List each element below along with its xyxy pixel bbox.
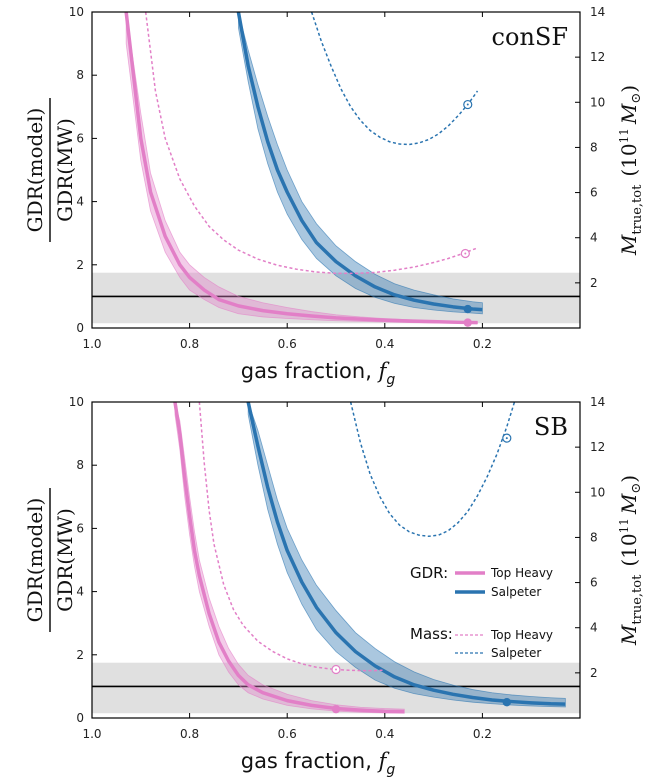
y-tick-label: 4 bbox=[76, 195, 84, 209]
x-tick-label: 0.2 bbox=[473, 337, 492, 351]
marker-gdr-salpeter bbox=[463, 304, 472, 314]
y-axis-label-left: GDR(model) GDR(MW) bbox=[23, 98, 77, 242]
svg-text:GDR(MW): GDR(MW) bbox=[53, 118, 77, 222]
svg-text:Mtrue,tot(1011M⊙): Mtrue,tot(1011M⊙) bbox=[617, 475, 645, 646]
x-axis-label: gas fraction, fg bbox=[241, 749, 396, 777]
y-tick-label-right: 4 bbox=[590, 231, 598, 245]
legend: GDR: Top Heavy Salpeter Mass: Top Heavy … bbox=[410, 564, 553, 660]
panel-label: conSF bbox=[492, 23, 568, 51]
y-tick-label-right: 8 bbox=[590, 530, 598, 544]
panel-conSF: 1.0 0.8 0.6 0.4 0.2 0 2 4 6 8 10 2 4 6 8 10 12 14 conSF g… bbox=[23, 5, 645, 388]
y-tick-label-right: 12 bbox=[590, 440, 605, 454]
plot-frame bbox=[91, 11, 581, 329]
legend-label-gdr-topheavy: Top Heavy bbox=[490, 566, 553, 580]
svg-text:GDR(model): GDR(model) bbox=[23, 108, 47, 233]
y-tick-label-right: 10 bbox=[590, 485, 605, 499]
x-tick-label: 1.0 bbox=[82, 337, 101, 351]
marker-gdr-top-heavy bbox=[331, 704, 341, 714]
x-tick-label: 0.6 bbox=[278, 337, 297, 351]
x-tick-label: 0.2 bbox=[473, 727, 492, 741]
y-tick-label: 0 bbox=[76, 711, 84, 725]
x-tick-label: 1.0 bbox=[82, 727, 101, 741]
y-tick-label: 10 bbox=[69, 395, 84, 409]
y-tick-label-right: 8 bbox=[590, 140, 598, 154]
y-tick-label-right: 12 bbox=[590, 50, 605, 64]
y-tick-label-right: 14 bbox=[590, 5, 605, 19]
series-line-mass-top-heavy bbox=[144, 12, 478, 275]
y-axis-label-left: GDR(model) GDR(MW) bbox=[23, 488, 77, 632]
x-tick-label: 0.8 bbox=[180, 337, 199, 351]
x-tick-label: 0.6 bbox=[278, 727, 297, 741]
svg-text:GDR(model): GDR(model) bbox=[23, 498, 47, 623]
y-tick-label-right: 14 bbox=[590, 395, 605, 409]
y-tick-label-right: 2 bbox=[590, 666, 598, 680]
tick-layer: 1.0 0.8 0.6 0.4 0.2 0 2 4 6 8 10 2 4 6 8 10 12 14 bbox=[69, 5, 606, 351]
x-tick-label: 0.4 bbox=[375, 727, 394, 741]
y-tick-label-right: 6 bbox=[590, 186, 598, 200]
series-line-mass-salpeter bbox=[310, 12, 479, 146]
plot-frame bbox=[91, 401, 581, 719]
marker-dot-mass-top-heavy bbox=[464, 252, 467, 255]
y-tick-label-right: 2 bbox=[590, 276, 598, 290]
y-tick-label: 2 bbox=[76, 648, 84, 662]
marker-dot-mass-salpeter bbox=[505, 437, 508, 440]
svg-text:GDR(MW): GDR(MW) bbox=[53, 508, 77, 612]
y-tick-label: 2 bbox=[76, 258, 84, 272]
svg-text:Mtrue,tot(1011M⊙): Mtrue,tot(1011M⊙) bbox=[617, 85, 645, 256]
panel-label: SB bbox=[534, 413, 568, 441]
y-axis-label-right: Mtrue,tot(1011M⊙) bbox=[617, 85, 645, 256]
y-tick-label: 8 bbox=[76, 458, 84, 472]
y-tick-label-right: 4 bbox=[590, 621, 598, 635]
series-line-mass-top-heavy bbox=[198, 402, 385, 672]
x-tick-label: 0.8 bbox=[180, 727, 199, 741]
uncertainty-band-top-heavy bbox=[174, 402, 405, 714]
legend-label-gdr-salpeter: Salpeter bbox=[491, 585, 541, 599]
y-tick-label: 10 bbox=[69, 5, 84, 19]
y-tick-label: 6 bbox=[76, 521, 84, 535]
marker-dot-mass-top-heavy bbox=[335, 668, 337, 671]
series-line-gdr-salpeter bbox=[236, 12, 483, 312]
x-tick-label: 0.4 bbox=[375, 337, 394, 351]
plot-area bbox=[92, 12, 580, 327]
uncertainty-band-salpeter bbox=[237, 12, 483, 315]
y-tick-label: 0 bbox=[76, 321, 84, 335]
legend-mass-title: Mass: bbox=[410, 625, 453, 643]
panel-SB: 1.0 0.8 0.6 0.4 0.2 0 2 4 6 8 10 2 4 6 8 10 12 14 SB GDR:… bbox=[23, 395, 645, 777]
legend-gdr-title: GDR: bbox=[410, 564, 448, 582]
y-tick-label: 4 bbox=[76, 585, 84, 599]
uncertainty-band-salpeter bbox=[247, 402, 566, 708]
uncertainty-band-top-heavy bbox=[125, 12, 478, 324]
tick-layer: 1.0 0.8 0.6 0.4 0.2 0 2 4 6 8 10 2 4 6 8 10 12 14 bbox=[69, 395, 606, 741]
x-axis-label: gas fraction, fg bbox=[241, 359, 396, 388]
y-tick-label-right: 10 bbox=[590, 95, 605, 109]
y-tick-label: 6 bbox=[76, 131, 84, 145]
y-axis-label-right: Mtrue,tot(1011M⊙) bbox=[617, 475, 645, 646]
marker-gdr-salpeter bbox=[502, 698, 511, 707]
plot-area bbox=[92, 402, 580, 714]
legend-label-mass-topheavy: Top Heavy bbox=[490, 628, 553, 642]
series-line-mass-salpeter bbox=[349, 402, 516, 538]
legend-label-mass-salpeter: Salpeter bbox=[491, 646, 541, 660]
y-tick-label-right: 6 bbox=[590, 576, 598, 590]
series-line-gdr-top-heavy bbox=[124, 12, 478, 325]
marker-gdr-top-heavy bbox=[463, 318, 472, 327]
marker-dot-mass-salpeter bbox=[466, 103, 469, 106]
y-tick-label: 8 bbox=[76, 68, 84, 82]
